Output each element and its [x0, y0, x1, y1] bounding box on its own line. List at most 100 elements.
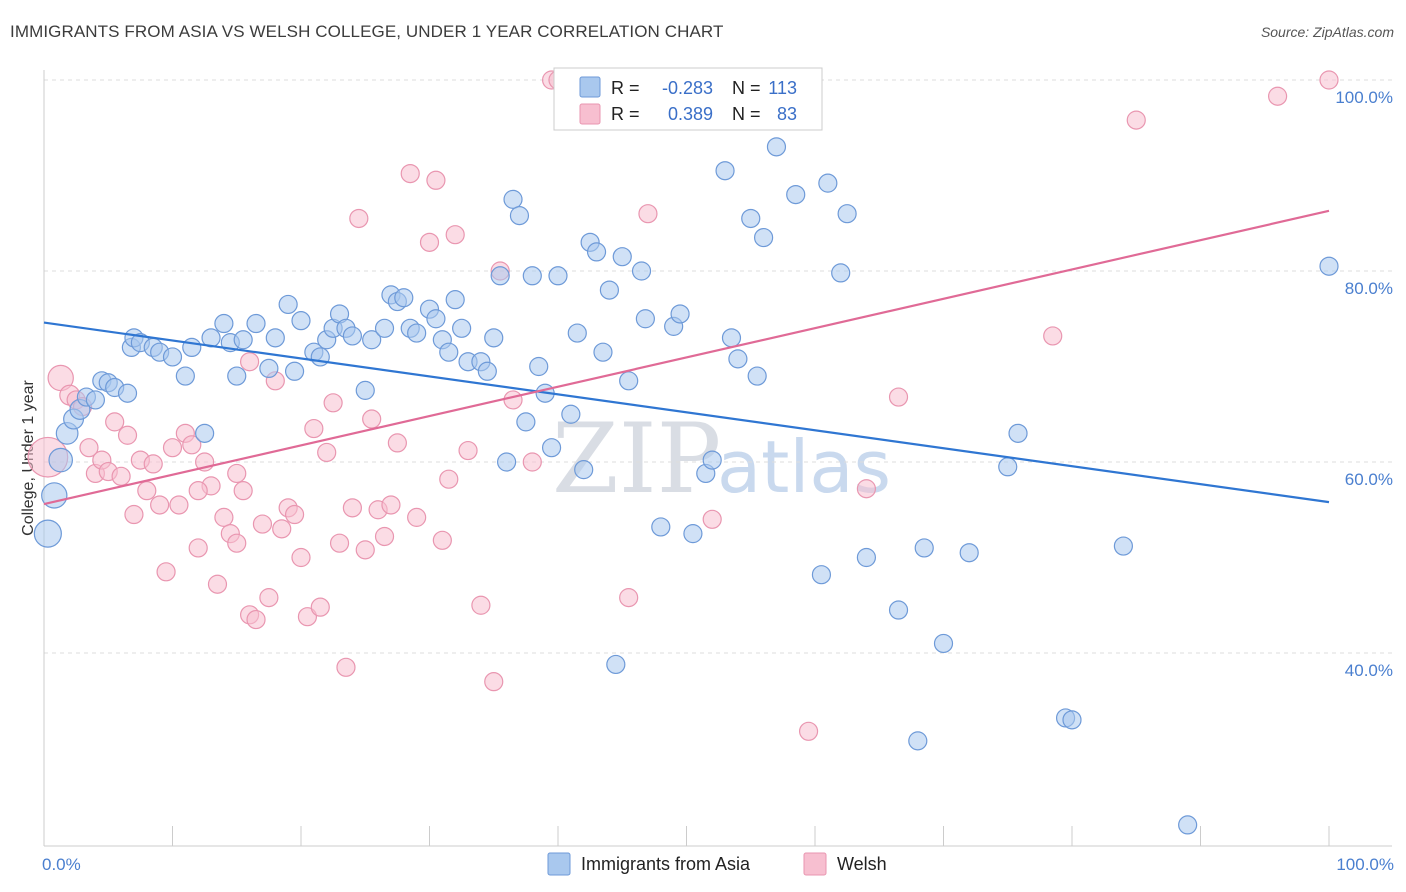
welsh-point-51	[374, 526, 395, 547]
welsh-point-53	[387, 433, 407, 453]
asia-point-107	[1319, 256, 1339, 276]
asia-point-102	[998, 457, 1018, 477]
asia-point-88	[747, 366, 767, 386]
asia-point-108	[606, 654, 626, 675]
welsh-point-26	[214, 507, 234, 527]
welsh-point-52	[381, 495, 401, 515]
asia-point-19	[182, 337, 202, 357]
asia-point-87	[741, 208, 761, 229]
welsh-point-33	[259, 588, 279, 608]
asia-point-29	[278, 294, 298, 315]
x-tick-label-min: 0.0%	[42, 855, 81, 874]
asia-point-103	[1008, 423, 1028, 443]
asia-point-67	[561, 404, 581, 424]
legend-swatch-welsh	[579, 103, 601, 125]
welsh-point-42	[317, 442, 337, 463]
asia-point-69	[574, 460, 594, 480]
welsh-point-72	[702, 509, 722, 529]
welsh-point-5	[79, 438, 99, 458]
x-tick-marks	[43, 826, 1330, 846]
asia-point-2	[48, 447, 74, 473]
legend-r-label-asia: R =	[611, 78, 640, 98]
asia-point-66	[548, 266, 568, 286]
asia-point-0	[33, 519, 62, 548]
welsh-point-73	[798, 721, 819, 741]
welsh-point-61	[458, 440, 478, 461]
asia-point-50	[439, 342, 459, 362]
welsh-point-29	[233, 481, 253, 501]
welsh-point-75	[888, 387, 909, 407]
asia-point-57	[490, 266, 510, 286]
asia-point-76	[631, 261, 652, 281]
trend-lines	[43, 209, 1330, 506]
welsh-point-39	[297, 607, 318, 627]
asia-point-28	[265, 328, 285, 348]
asia-point-27	[259, 358, 279, 379]
welsh-point-57	[426, 170, 446, 190]
asia-point-52	[452, 318, 472, 338]
asia-point-24	[227, 366, 247, 386]
legend-r-label-welsh: R =	[611, 104, 640, 124]
asia-point-81	[683, 524, 703, 544]
y-tick-labels: 40.0% 60.0% 80.0% 100.0%	[1335, 88, 1393, 680]
welsh-point-18	[162, 438, 183, 458]
welsh-point-78	[1267, 86, 1288, 106]
welsh-point-17	[156, 562, 176, 582]
y-tick-label-60: 60.0%	[1345, 470, 1393, 489]
asia-point-90	[766, 137, 787, 157]
asia-point-73	[599, 280, 620, 300]
legend-r-value-welsh: 0.389	[668, 104, 713, 124]
welsh-point-80	[227, 533, 247, 553]
welsh-point-12	[124, 504, 144, 525]
asia-point-38	[342, 326, 362, 346]
asia-point-101	[959, 543, 979, 563]
asia-point-17	[162, 347, 183, 367]
welsh-point-25	[207, 574, 228, 594]
asia-point-62	[522, 266, 542, 286]
welsh-trend-line	[43, 209, 1330, 506]
asia-point-41	[374, 318, 395, 338]
welsh-point-21	[182, 435, 202, 455]
asia-point-46	[407, 323, 427, 343]
asia-point-84	[715, 161, 735, 181]
welsh-point-22	[188, 538, 208, 558]
asia-point-48	[426, 309, 446, 329]
asia-point-63	[529, 356, 549, 377]
asia-point-65	[541, 438, 562, 458]
welsh-point-70	[619, 588, 639, 608]
welsh-point-63	[484, 672, 504, 692]
welsh-points	[27, 70, 1339, 741]
legend-r-value-asia: -0.283	[662, 78, 713, 98]
asia-point-99	[914, 538, 934, 558]
welsh-point-60	[445, 225, 465, 245]
welsh-point-62	[471, 595, 491, 615]
welsh-point-81	[240, 352, 260, 372]
bottom-legend-label-welsh: Welsh	[837, 854, 887, 874]
asia-point-96	[856, 547, 877, 568]
legend-top: R = -0.283 N = 113 R = 0.389 N = 83	[553, 67, 823, 131]
asia-point-91	[786, 185, 806, 205]
welsh-point-45	[336, 657, 356, 677]
asia-point-39	[355, 380, 375, 400]
welsh-point-9	[105, 412, 125, 432]
welsh-point-14	[137, 481, 157, 501]
asia-trend-line	[43, 321, 1330, 504]
legend-n-label-asia: N =	[732, 78, 761, 98]
bottom-legend-label-asia: Immigrants from Asia	[581, 854, 751, 874]
welsh-point-46	[342, 498, 362, 518]
welsh-point-16	[150, 495, 170, 515]
welsh-point-76	[1043, 326, 1063, 346]
legend-n-value-welsh: 83	[777, 104, 797, 124]
asia-point-83	[702, 450, 722, 470]
welsh-point-35	[272, 519, 292, 539]
legend-n-label-welsh: N =	[732, 104, 761, 124]
asia-point-95	[837, 204, 857, 224]
welsh-point-11	[117, 425, 138, 445]
welsh-point-41	[310, 597, 330, 617]
welsh-point-28	[227, 463, 247, 484]
welsh-point-38	[291, 547, 311, 568]
asia-point-92	[811, 565, 832, 585]
asia-point-93	[818, 173, 838, 193]
asia-point-20	[195, 423, 215, 443]
